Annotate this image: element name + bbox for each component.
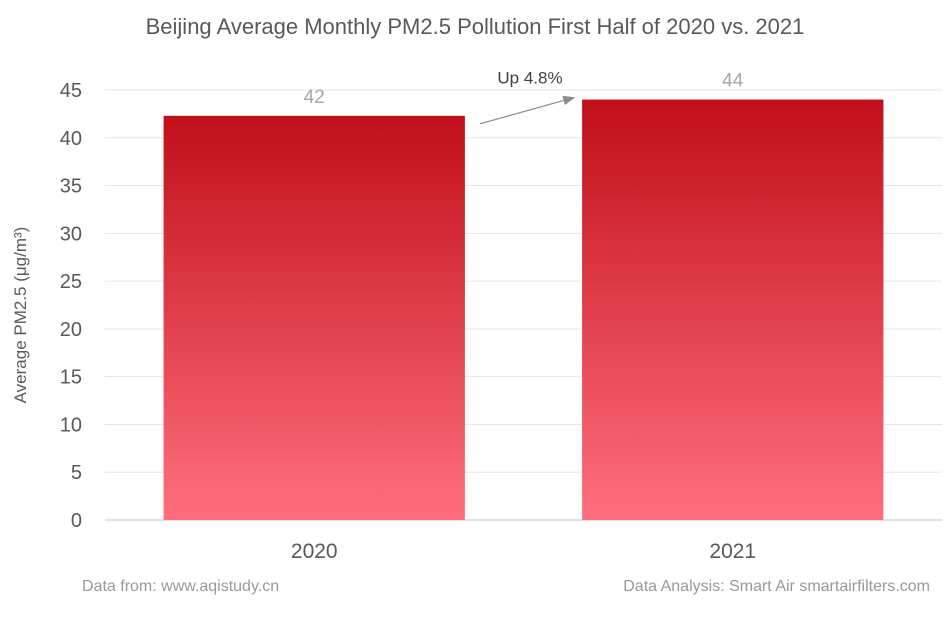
data-label-2021: 44: [722, 71, 744, 92]
y-tick-label: 25: [60, 271, 82, 293]
y-tick-label: 45: [60, 80, 82, 102]
y-tick-label: 15: [60, 367, 82, 389]
y-tick-label: 35: [60, 176, 82, 198]
chart-title: Beijing Average Monthly PM2.5 Pollution …: [145, 14, 805, 39]
y-tick-label: 30: [60, 223, 82, 245]
y-tick-label: 0: [71, 510, 82, 532]
y-axis-title: Average PM2.5 (μg/m³): [11, 227, 30, 404]
y-tick-label: 40: [60, 128, 82, 150]
data-label-2020: 42: [304, 87, 325, 108]
x-tick-label-2021: 2021: [709, 540, 756, 563]
y-tick-label: 5: [71, 462, 82, 484]
x-tick-label-2020: 2020: [291, 540, 338, 563]
data-analysis-credit: Data Analysis: Smart Air smartairfilters…: [623, 578, 930, 595]
increase-annotation: Up 4.8%: [497, 69, 562, 88]
increase-arrow: [479, 95, 576, 125]
bar-2020: [163, 115, 465, 521]
data-source-note: Data from: www.aqistudy.cn: [82, 578, 280, 595]
y-tick-label: 10: [60, 414, 82, 436]
y-tick-label: 20: [60, 319, 82, 341]
bar-2021: [582, 99, 884, 521]
